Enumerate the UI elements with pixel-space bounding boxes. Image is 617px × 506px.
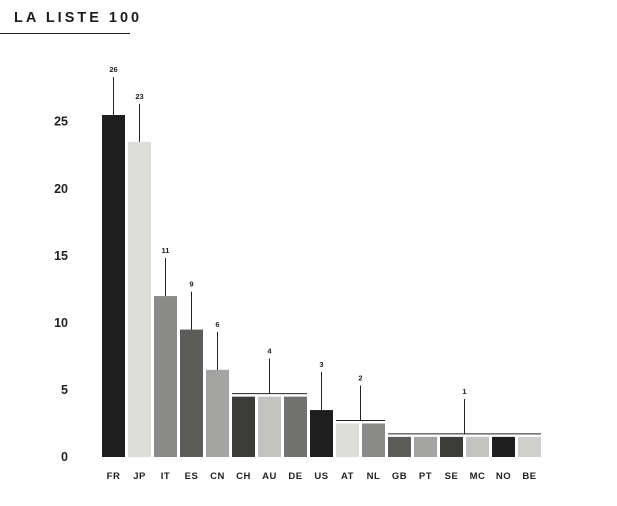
y-tick-label-25: 25: [54, 115, 68, 129]
x-tick-label-gb: GB: [392, 471, 407, 482]
x-tick-label-fr: FR: [107, 471, 121, 482]
bar-cn: [206, 369, 229, 457]
x-tick-label-pt: PT: [419, 471, 432, 482]
x-tick-label-jp: JP: [133, 471, 146, 482]
y-tick-label-5: 5: [61, 383, 68, 397]
bar-au: [258, 396, 281, 457]
y-tick-label-20: 20: [54, 182, 68, 196]
bar-gb: [388, 436, 411, 457]
data-label-23: 23: [135, 92, 143, 101]
data-label-3: 3: [319, 360, 323, 369]
bar-de: [284, 396, 307, 457]
data-label-6: 6: [215, 320, 219, 329]
chart-header: LA LISTE 100: [0, 0, 139, 36]
x-tick-label-mc: MC: [470, 471, 486, 482]
bar-us: [310, 410, 333, 457]
bar-se: [440, 436, 463, 457]
data-label-4: 4: [267, 347, 272, 356]
x-tick-label-au: AU: [262, 471, 277, 482]
bar-be: [518, 436, 541, 457]
x-tick-label-se: SE: [445, 471, 459, 482]
bar-nl: [362, 423, 385, 457]
y-tick-label-0: 0: [61, 450, 68, 464]
title-underline: [0, 33, 130, 34]
y-tick-label-15: 15: [54, 249, 68, 263]
bar-pt: [414, 436, 437, 457]
x-tick-label-at: AT: [341, 471, 354, 482]
bar-fr: [102, 115, 125, 457]
chart-title: LA LISTE 100: [14, 10, 143, 26]
y-tick-label-10: 10: [54, 316, 68, 330]
data-label-26: 26: [109, 65, 117, 74]
data-label-1: 1: [462, 387, 466, 396]
x-tick-label-es: ES: [185, 471, 199, 482]
bar-ch: [232, 396, 255, 457]
bar-jp: [128, 141, 151, 457]
bar-at: [336, 423, 359, 457]
x-tick-label-nl: NL: [367, 471, 381, 482]
x-tick-label-de: DE: [288, 471, 302, 482]
x-tick-label-ch: CH: [236, 471, 251, 482]
x-tick-label-no: NO: [496, 471, 511, 482]
data-label-2: 2: [358, 373, 362, 382]
x-tick-label-us: US: [314, 471, 328, 482]
x-tick-label-cn: CN: [210, 471, 225, 482]
data-label-11: 11: [162, 246, 170, 255]
x-tick-label-it: IT: [161, 471, 170, 482]
bar-no: [492, 436, 515, 457]
bar-mc: [466, 436, 489, 457]
bar-it: [154, 296, 177, 457]
x-tick-label-be: BE: [522, 471, 536, 482]
bar-es: [180, 329, 203, 457]
data-label-9: 9: [189, 280, 193, 289]
